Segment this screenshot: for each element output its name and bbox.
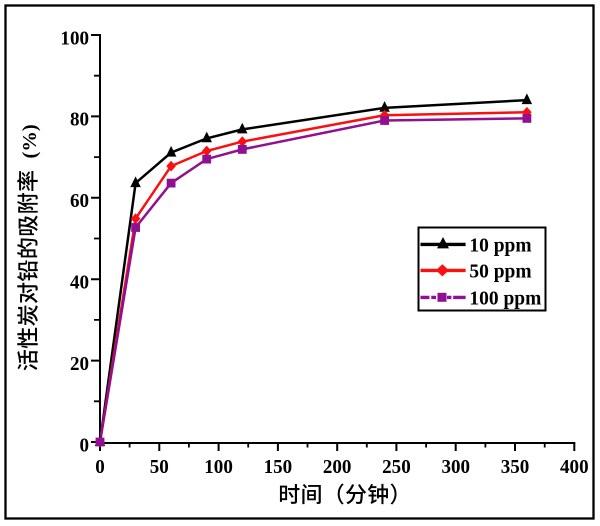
- svg-text:0: 0: [79, 434, 89, 457]
- svg-text:10 ppm: 10 ppm: [469, 234, 532, 257]
- svg-text:60: 60: [70, 189, 89, 212]
- svg-text:80: 80: [70, 108, 89, 131]
- svg-text:0: 0: [95, 456, 105, 479]
- svg-text:150: 150: [264, 456, 293, 479]
- svg-text:300: 300: [441, 456, 470, 479]
- svg-text:100: 100: [204, 456, 233, 479]
- svg-text:400: 400: [560, 456, 589, 479]
- svg-text:100: 100: [60, 27, 89, 50]
- svg-text:20: 20: [70, 352, 89, 375]
- svg-text:(%): (%): [19, 124, 41, 158]
- svg-text:200: 200: [323, 456, 352, 479]
- svg-text:50: 50: [150, 456, 169, 479]
- svg-text:250: 250: [382, 456, 411, 479]
- svg-text:40: 40: [70, 271, 89, 294]
- svg-text:50 ppm: 50 ppm: [469, 260, 532, 283]
- svg-text:350: 350: [501, 456, 530, 479]
- svg-text:100 ppm: 100 ppm: [469, 287, 541, 310]
